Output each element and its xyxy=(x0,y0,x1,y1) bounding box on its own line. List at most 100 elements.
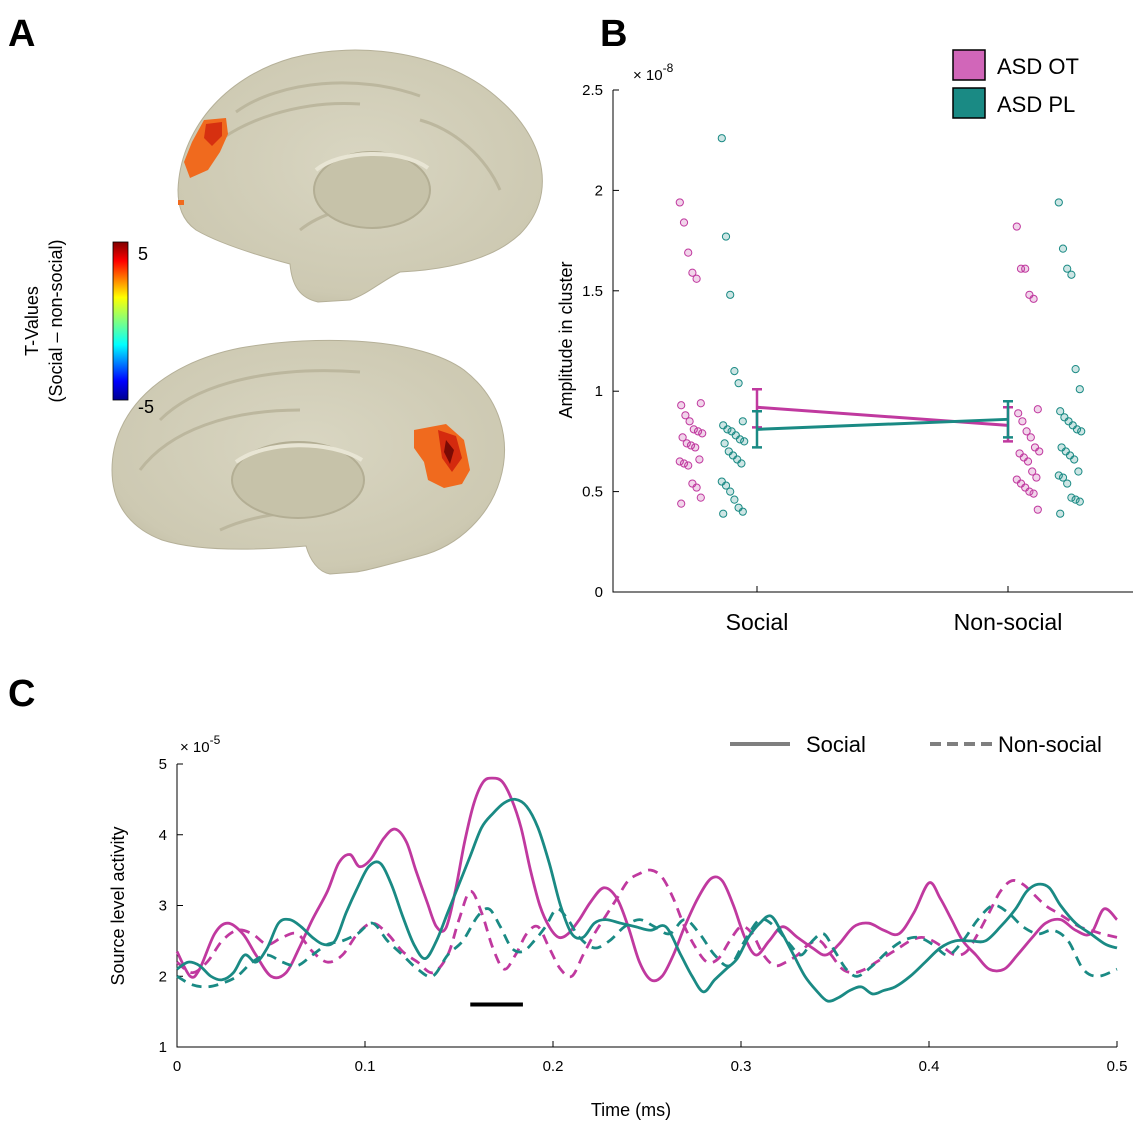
panel-b-data-point xyxy=(698,429,707,438)
panel-b-data-point xyxy=(1071,365,1080,374)
panel-b-data-point xyxy=(679,459,689,468)
panel-b-axes xyxy=(612,90,1133,593)
panel-b-data-point xyxy=(692,483,701,492)
panel-c-exponent-power: -5 xyxy=(210,733,221,747)
panel-b-data-point xyxy=(1032,473,1041,482)
panel-b-data-point xyxy=(730,367,739,376)
panel-c-series-line xyxy=(176,868,1118,979)
panel-b-data-point xyxy=(1029,294,1038,303)
legend-label-asd-pl: ASD PL xyxy=(997,92,1075,117)
colorbar-scale xyxy=(112,241,129,401)
panel-b-data-point xyxy=(734,379,743,388)
panel-b-data-point xyxy=(686,441,696,450)
panel-b-data-point xyxy=(1070,455,1079,464)
legend-label-non-social: Non-social xyxy=(998,732,1102,757)
panel-c-y-tick-label: 4 xyxy=(159,827,167,844)
panel-b-data-point xyxy=(740,437,749,446)
panel-c-axis-lines xyxy=(176,764,1117,1048)
panel-c-x-tick-label: 0.4 xyxy=(919,1058,940,1075)
panel-b-y-tick-label: 2.5 xyxy=(582,82,603,99)
panel-b-y-tick-label: 1 xyxy=(595,383,603,400)
panel-b-data-point xyxy=(678,433,687,442)
panel-c-series-line xyxy=(176,903,1118,989)
panel-b-data-point xyxy=(1016,264,1026,273)
panel-b-data-point xyxy=(735,435,745,444)
panel-b-data-point xyxy=(1026,433,1035,442)
panel-b-data-point xyxy=(1028,467,1037,476)
panel-b-y-tick-label: 2 xyxy=(595,182,603,199)
panel-b-data-point xyxy=(1075,497,1084,506)
brain-bottom-image xyxy=(111,339,505,575)
colorbar-min-label: -5 xyxy=(138,397,154,417)
panel-b-data-point xyxy=(723,425,732,434)
panel-b-data-point xyxy=(1022,427,1031,436)
brain-top-image xyxy=(177,49,543,303)
panel-b-data-point xyxy=(684,461,693,470)
panel-b-data-point xyxy=(719,509,728,518)
panel-b-data-point xyxy=(682,439,691,448)
panel-b-data-point xyxy=(1074,467,1083,476)
panel-c-x-tick-label: 0.5 xyxy=(1107,1058,1128,1075)
panel-b-data-point xyxy=(726,487,735,496)
panel-b-error-bar xyxy=(1003,399,1013,439)
panel-b-data-point xyxy=(685,417,694,426)
panel-b-data-point xyxy=(737,459,746,468)
panel-b-data-point xyxy=(1058,244,1068,253)
panel-b-data-point xyxy=(1033,505,1042,514)
panel-b-data-point xyxy=(1063,264,1072,273)
panel-b-data-point xyxy=(1056,509,1065,518)
legend-label-asd-ot: ASD OT xyxy=(997,54,1079,79)
panel-b-data-point xyxy=(1058,473,1068,482)
panel-b-data-point xyxy=(721,232,731,241)
panel-c-y-axis-label: Source level activity xyxy=(108,826,128,985)
panel-b-data-point xyxy=(677,401,686,410)
panel-c-y-tick-label: 2 xyxy=(159,968,167,985)
panel-b-data-point xyxy=(1014,409,1023,418)
panel-b-data-point xyxy=(681,411,690,420)
panel-b-exponent-base: × 10 xyxy=(633,67,663,84)
panel-b-points xyxy=(675,134,1086,518)
panel-b-exponent-power: -8 xyxy=(663,61,674,75)
panel-b-data-point xyxy=(1025,487,1034,496)
panel-c-exponent: × 10-5 xyxy=(180,733,221,756)
panel-b-y-tick-label: 0.5 xyxy=(582,484,603,501)
colorbar: 5 -5 T-Values (Social – non-social) xyxy=(22,239,154,417)
panel-b-data-point xyxy=(679,218,689,227)
colorbar-title-line1: T-Values xyxy=(22,286,42,356)
panel-c-x-tick-label: 0 xyxy=(173,1058,181,1075)
legend-swatch-asd-ot xyxy=(952,49,986,81)
panel-b-data-point xyxy=(696,399,705,408)
panel-b-data-point xyxy=(1021,264,1030,273)
panel-b-axis-lines xyxy=(612,90,1133,593)
panel-c-exponent-base: × 10 xyxy=(180,739,210,756)
panel-c-ticks: 1 2 3 4 5 0 0.1 0.2 0.3 0.4 0.5 xyxy=(159,756,1128,1075)
panel-label-a: A xyxy=(8,13,35,55)
panel-b-y-tick-label: 0 xyxy=(595,584,603,601)
panel-label-c: C xyxy=(8,673,35,715)
panel-b-legend: ASD OT ASD PL xyxy=(952,49,1079,119)
panel-b-data-point xyxy=(688,268,697,277)
panel-b-data-point xyxy=(1012,222,1021,231)
panel-c-y-tick-label: 3 xyxy=(159,898,167,915)
panel-b-data-point xyxy=(1077,427,1086,436)
panel-label-b: B xyxy=(600,13,627,55)
legend-label-social: Social xyxy=(806,732,866,757)
panel-b-data-point xyxy=(1035,447,1044,456)
panel-b-data-point xyxy=(1067,270,1076,279)
panel-b-data-point xyxy=(1029,489,1038,498)
panel-c-y-tick-label: 5 xyxy=(159,756,167,773)
panel-c-axes xyxy=(176,764,1117,1048)
panel-b-data-point xyxy=(1033,405,1042,414)
panel-b-data-point xyxy=(1054,198,1063,207)
panel-b-category-label: Non-social xyxy=(954,609,1063,635)
panel-a: A 5 -5 T-Values (Social – no xyxy=(8,13,543,575)
panel-b-means xyxy=(752,387,1013,449)
panel-b-category-label: Social xyxy=(726,609,789,635)
panel-b-mean-line xyxy=(756,405,1009,427)
panel-b-data-point xyxy=(1075,385,1084,394)
panel-b-data-point xyxy=(721,481,731,490)
panel-b-data-point xyxy=(675,457,684,466)
panel-b-data-point xyxy=(720,439,729,448)
panel-b-data-point xyxy=(730,495,739,504)
